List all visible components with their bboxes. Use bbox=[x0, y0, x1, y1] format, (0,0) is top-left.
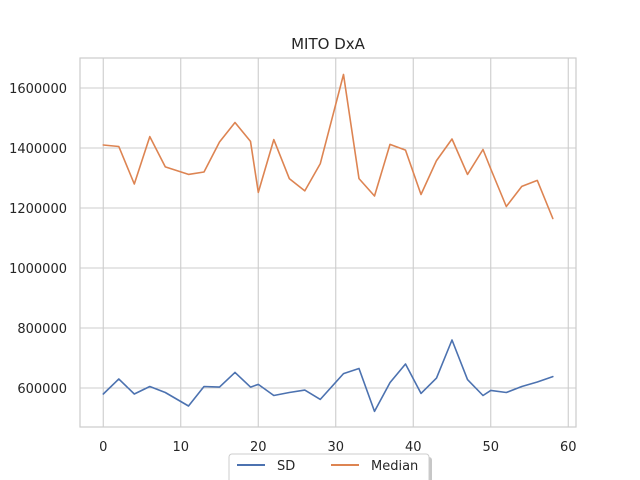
legend-box bbox=[228, 453, 430, 480]
x-tick-label: 10 bbox=[172, 440, 189, 455]
x-tick-label: 0 bbox=[99, 440, 107, 455]
y-tick-label: 600000 bbox=[17, 382, 67, 397]
y-tick-label: 1000000 bbox=[9, 262, 67, 277]
y-axis-tick-labels: 600000 800000 1000000 1200000 1400000 1600000 bbox=[9, 82, 67, 397]
chart-title: MITO DxA bbox=[291, 35, 366, 53]
y-tick-label: 1200000 bbox=[9, 202, 67, 217]
x-tick-label: 60 bbox=[560, 440, 577, 455]
x-axis-tick-labels: 0 10 20 30 40 50 60 bbox=[99, 440, 576, 455]
x-tick-label: 50 bbox=[482, 440, 499, 455]
plot-area-frame bbox=[79, 57, 577, 428]
y-tick-label: 800000 bbox=[17, 322, 67, 337]
series-line-sd bbox=[102, 339, 554, 413]
x-tick-label: 40 bbox=[405, 440, 422, 455]
y-tick-label: 1600000 bbox=[9, 82, 67, 97]
x-tick-label: 30 bbox=[327, 440, 344, 455]
grid bbox=[80, 58, 576, 427]
legend: SD Median bbox=[228, 453, 432, 480]
legend-label-median: Median bbox=[371, 459, 418, 474]
series-line-median bbox=[102, 73, 554, 220]
series-layer bbox=[102, 73, 554, 413]
x-tick-label: 20 bbox=[250, 440, 267, 455]
y-tick-label: 1400000 bbox=[9, 142, 67, 157]
legend-label-sd: SD bbox=[277, 459, 295, 474]
